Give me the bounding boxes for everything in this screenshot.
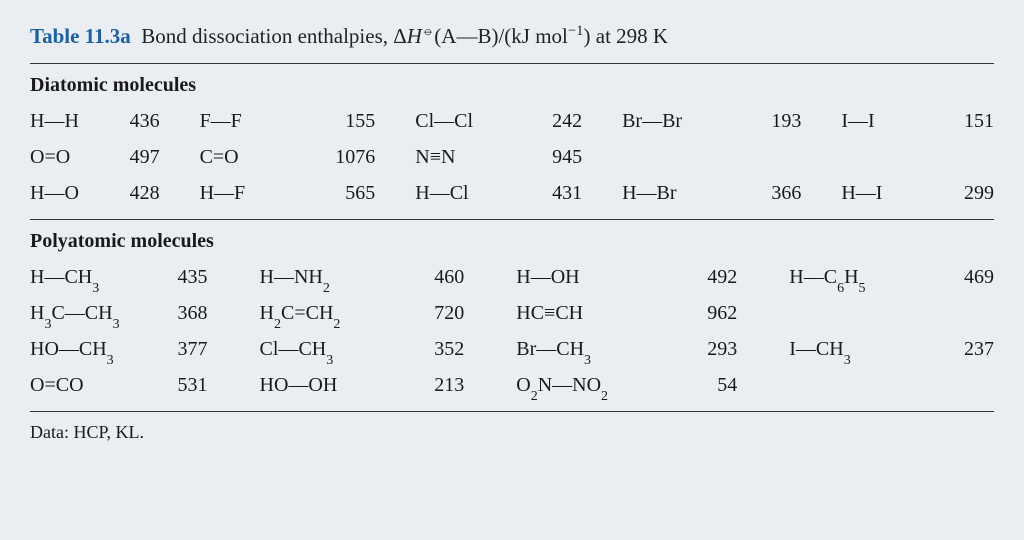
rule-mid [30, 219, 994, 220]
table-title: Table 11.3a Bond dissociation enthalpies… [30, 24, 994, 49]
bond-value: 151 [950, 103, 994, 139]
standard-symbol: ⦵ [422, 23, 434, 39]
bond-value: 469 [943, 259, 994, 295]
bond-label: H—C6H5 [737, 259, 943, 295]
bond-label: F—F [160, 103, 315, 139]
bond-label: I—I [801, 103, 949, 139]
table-row: H—H436F—F155Cl—Cl242Br—Br193I—I151 [30, 103, 994, 139]
table-row: HO—CH3377Cl—CH3352Br—CH3293I—CH3237 [30, 331, 994, 367]
bond-label: H—OH [464, 259, 686, 295]
bond-label: Br—Br [582, 103, 757, 139]
bond-value: 435 [164, 259, 207, 295]
bond-value: 460 [414, 259, 465, 295]
bond-label: H2C=CH2 [208, 295, 414, 331]
diatomic-rows: H—H436F—F155Cl—Cl242Br—Br193I—I151O=O497… [30, 103, 994, 211]
bond-value: 497 [117, 139, 160, 175]
bond-value: 377 [164, 331, 207, 367]
bond-value: 431 [531, 175, 582, 211]
table-row: H—O428H—F565H—Cl431H—Br366H—I299 [30, 175, 994, 211]
bond-label: H—NH2 [208, 259, 414, 295]
polyatomic-rows: H—CH3435H—NH2460H—OH492H—C6H5469H3C—CH33… [30, 259, 994, 403]
table-page: Table 11.3a Bond dissociation enthalpies… [0, 0, 1024, 461]
table-row: H3C—CH3368H2C=CH2720HC≡CH962 [30, 295, 994, 331]
table-footnote: Data: HCP, KL. [30, 422, 994, 443]
bond-value: 428 [117, 175, 160, 211]
rule-bottom [30, 411, 994, 412]
bond-label: H—O [30, 175, 117, 211]
bond-value: 155 [315, 103, 375, 139]
bond-label: Cl—Cl [375, 103, 530, 139]
bond-value: 366 [757, 175, 801, 211]
caption-end: ) at 298 K [584, 24, 669, 48]
bond-value: 352 [414, 331, 465, 367]
bond-value: 492 [687, 259, 738, 295]
bond-label: Br—CH3 [464, 331, 686, 367]
bond-label: Cl—CH3 [208, 331, 414, 367]
bond-value: 237 [943, 331, 994, 367]
bond-label: H—CH3 [30, 259, 164, 295]
bond-value: 436 [117, 103, 160, 139]
caption-ab: (A—B)/(kJ mol [434, 24, 568, 48]
bond-value: 720 [414, 295, 465, 331]
table-row: O=O497C=O1076N≡N945 [30, 139, 994, 175]
bond-value: 565 [315, 175, 375, 211]
bond-label: H—F [160, 175, 315, 211]
bond-value: 368 [164, 295, 207, 331]
bond-value: 242 [531, 103, 582, 139]
bond-label: H3C—CH3 [30, 295, 164, 331]
bond-label: H—H [30, 103, 117, 139]
caption-part: Bond dissociation enthalpies, Δ [141, 24, 406, 48]
bond-value: 54 [687, 367, 738, 403]
bond-label: I—CH3 [737, 331, 943, 367]
bond-value: 213 [414, 367, 465, 403]
bond-value: 945 [531, 139, 582, 175]
bond-label: HO—CH3 [30, 331, 164, 367]
bond-label: O=CO [30, 367, 164, 403]
polyatomic-heading: Polyatomic molecules [30, 230, 994, 253]
unit-sup: −1 [568, 23, 584, 39]
table-number: Table 11.3a [30, 24, 131, 48]
bond-label: N≡N [375, 139, 530, 175]
table-caption: Bond dissociation enthalpies, ΔH⦵(A—B)/(… [136, 24, 668, 48]
bond-value: 193 [757, 103, 801, 139]
bond-label: H—I [801, 175, 949, 211]
bond-value: 299 [950, 175, 994, 211]
rule-top [30, 63, 994, 64]
bond-label: H—Cl [375, 175, 530, 211]
caption-H: H [407, 24, 422, 48]
bond-label: HC≡CH [464, 295, 686, 331]
table-row: O=CO531HO—OH213O2N—NO254 [30, 367, 994, 403]
table-row: H—CH3435H—NH2460H—OH492H—C6H5469 [30, 259, 994, 295]
bond-value: 531 [164, 367, 207, 403]
bond-label: O=O [30, 139, 117, 175]
bond-label: H—Br [582, 175, 757, 211]
bond-value: 1076 [315, 139, 375, 175]
bond-label: O2N—NO2 [464, 367, 686, 403]
diatomic-heading: Diatomic molecules [30, 74, 994, 97]
bond-value: 962 [687, 295, 738, 331]
bond-value: 293 [687, 331, 738, 367]
bond-label: HO—OH [208, 367, 414, 403]
bond-label: C=O [160, 139, 315, 175]
